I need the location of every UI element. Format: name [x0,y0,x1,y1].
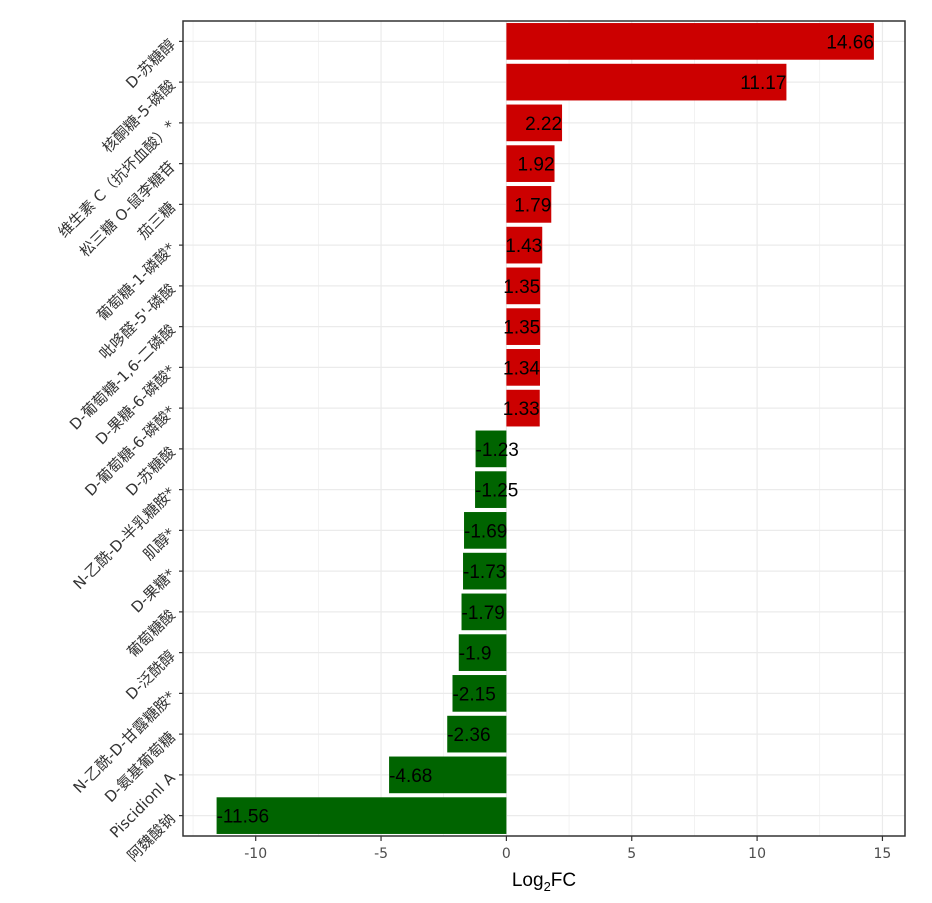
value-label: 14.66 [826,32,874,53]
bar [506,349,540,386]
value-label: -1.25 [475,481,518,502]
value-label: -1.9 [459,644,492,665]
value-label: -2.36 [447,725,490,746]
x-tick-label: -10 [244,846,267,862]
category-label: 肌醇* [140,524,180,564]
grid-lines [183,21,905,836]
plot-panel-border [182,20,906,837]
value-label: 11.17 [740,73,786,94]
value-label: -1.23 [476,440,519,461]
bar [506,104,563,142]
x-axis-title-subscript: 2 [544,879,551,894]
value-label: -1.79 [462,603,505,624]
value-label: -4.68 [389,766,432,787]
bar [447,715,507,753]
bar [475,471,507,508]
value-label: 1.33 [503,399,540,420]
value-label: -1.73 [463,562,506,583]
x-tick-label: 0 [502,846,511,862]
bar [506,63,787,101]
x-tick-label: 10 [748,846,766,862]
bar [389,756,507,794]
bar [506,308,541,345]
value-label: 1.34 [503,358,540,379]
x-axis-title: Log2FC [512,870,576,894]
bar [452,675,507,712]
x-tick-label: -5 [374,846,388,862]
bar [464,512,507,549]
value-label: -1.69 [464,521,507,542]
category-label: D-果糖* [128,565,180,617]
value-label: 2.22 [525,114,562,135]
value-label: 1.79 [514,195,551,216]
x-tick-label: 15 [874,846,892,862]
bar [506,226,543,264]
value-label: 1.35 [503,318,540,339]
x-tick-label: 5 [627,846,636,862]
bar [506,389,540,427]
x-axis-ticks: -10 -5 0 5 10 15 [244,836,891,862]
bar [461,593,507,631]
bar [475,430,507,468]
value-label: 1.35 [503,277,540,298]
value-label: 1.43 [505,236,542,257]
bars [216,23,874,834]
bar [506,267,541,305]
x-axis-title-tail: FC [551,870,576,891]
value-label: -2.15 [452,684,495,705]
value-labels: 14.66 11.17 2.22 1.92 1.79 1.43 1.35 1.35 1.34 1.… [217,32,874,827]
bar [506,145,555,182]
bar [458,634,507,671]
x-axis-title-main: Log [512,870,544,891]
bar [506,186,552,223]
value-label: -11.56 [217,807,269,828]
bar [506,23,874,60]
bar [216,797,507,834]
value-label: 1.92 [518,155,555,176]
bar [463,552,507,590]
